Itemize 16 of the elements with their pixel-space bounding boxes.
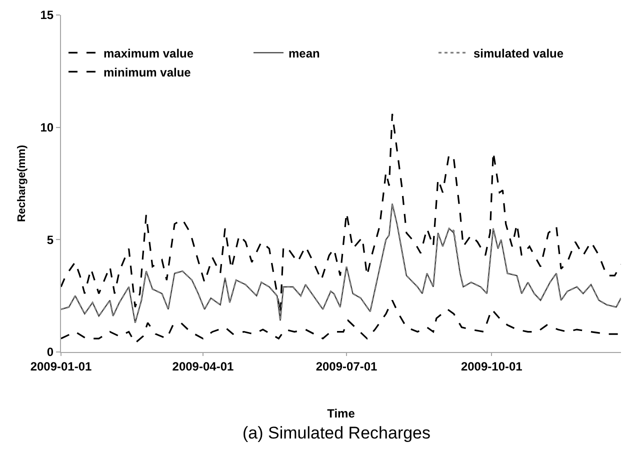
y-tick-label: 10 xyxy=(40,120,54,135)
x-tick-label: 2009-07-01 xyxy=(316,359,378,374)
legend-label: maximum value xyxy=(104,46,194,60)
x-tick-label: 2009-01-01 xyxy=(30,359,92,374)
x-tick-label: 2009-10-01 xyxy=(460,359,523,374)
legend-label: minimum value xyxy=(104,65,192,80)
legend-label: mean xyxy=(288,46,320,60)
y-axis-title: Recharge(mm) xyxy=(16,144,28,222)
y-tick-label: 5 xyxy=(46,232,54,247)
line-series xyxy=(61,300,621,344)
x-tick-label: 2009-04-01 xyxy=(172,359,234,374)
legend-label: simulated value xyxy=(474,46,564,60)
y-tick-label: 15 xyxy=(40,8,54,22)
text: (a) Simulated Recharges xyxy=(242,424,431,443)
x-axis-title: Time xyxy=(327,406,356,420)
y-tick-label: 0 xyxy=(46,345,54,360)
